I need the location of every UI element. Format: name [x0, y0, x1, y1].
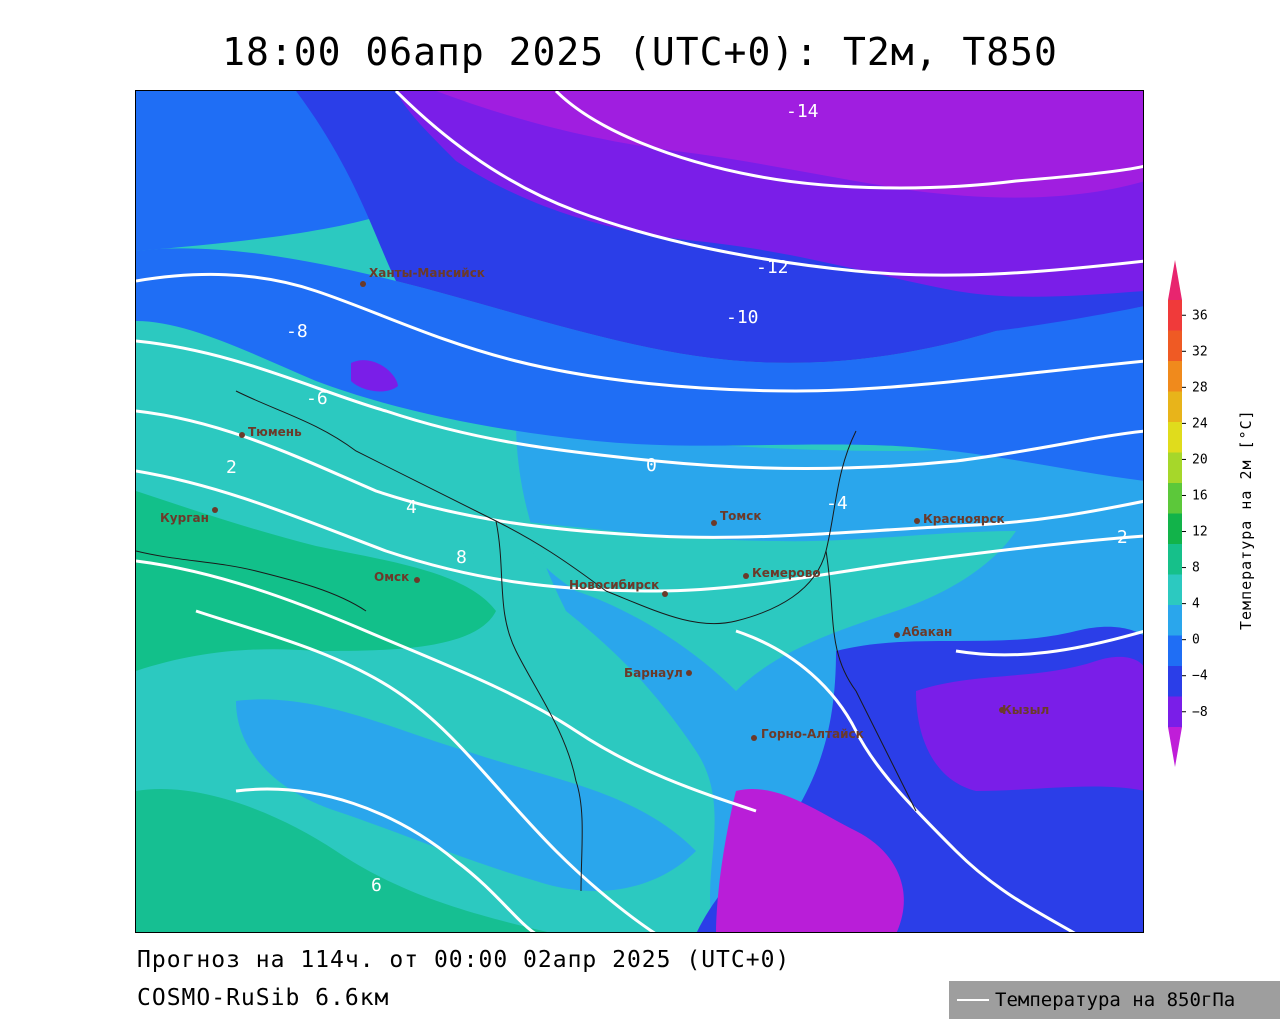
colorbar-tick-label: −8: [1192, 705, 1208, 720]
colorbar-tick-label: 12: [1192, 525, 1208, 540]
colorbar-band: [1168, 513, 1182, 545]
isotherm-label: 8: [456, 547, 467, 568]
isotherm-label: -10: [726, 307, 759, 328]
city-label: Барнаул: [624, 666, 683, 680]
city-label: Кызыл: [1002, 703, 1049, 717]
city-marker: [686, 670, 692, 676]
colorbar-tick-label: 20: [1192, 452, 1208, 467]
colorbar-tick-label: 32: [1192, 344, 1208, 359]
field-light-blue-south: [236, 699, 696, 891]
isotherm-label-group: -14 -12 -10 -8 -6 -4 -2 0 2 4 6 8: [226, 101, 1128, 896]
colorbar-band: [1168, 666, 1182, 697]
colorbar-band: [1168, 605, 1182, 636]
colorbar-band: [1168, 727, 1182, 767]
temperature-map: -14 -12 -10 -8 -6 -4 -2 0 2 4 6 8 Ханты-…: [135, 90, 1144, 933]
forecast-info: Прогноз на 114ч. от 00:00 02апр 2025 (UT…: [137, 947, 791, 973]
colorbar-band: [1168, 574, 1182, 606]
isotherm-label: -6: [306, 388, 328, 409]
city-label: Кемерово: [752, 566, 821, 580]
colorbar-tick-label: 0: [1192, 633, 1200, 648]
field-green-west: [136, 491, 496, 671]
field-magenta-southeast: [716, 789, 904, 932]
region-borders: [136, 390, 917, 892]
isoline-swatch: [957, 999, 989, 1001]
city-label: Томск: [720, 509, 762, 523]
city-marker: [212, 507, 218, 513]
colorbar: 36 32 28 24 20 16 12 8 4 0 −4 −8: [1160, 255, 1280, 775]
city-label: Ханты-Мансийск: [369, 266, 485, 280]
isoline-key: Температура на 850гПа: [949, 981, 1280, 1019]
city-marker: [914, 518, 920, 524]
colorbar-tick-label: 36: [1192, 308, 1208, 323]
city-label: Новосибирск: [569, 578, 659, 592]
colorbar-band: [1168, 330, 1182, 362]
colorbar-band: [1168, 483, 1182, 514]
isotherm-label: -8: [286, 321, 308, 342]
field-violet-blob: [351, 360, 398, 392]
isotherm-label: 6: [371, 875, 382, 896]
isotherm-label: 4: [406, 497, 417, 518]
city-label: Тюмень: [248, 425, 302, 439]
city-label: Абакан: [902, 625, 952, 639]
city-marker: [662, 591, 668, 597]
colorbar-tick-label: 16: [1192, 488, 1208, 503]
isoline-key-label: Температура на 850гПа: [995, 989, 1236, 1011]
city-marker: [414, 577, 420, 583]
isotherm-label: -4: [826, 493, 848, 514]
colorbar-tick-label: 28: [1192, 380, 1208, 395]
colorbar-ticks: 36 32 28 24 20 16 12 8 4 0 −4 −8: [1182, 308, 1208, 720]
city-marker: [239, 432, 245, 438]
city-marker: [711, 520, 717, 526]
city-label: Омск: [374, 570, 409, 584]
city-marker: [999, 707, 1005, 713]
colorbar-tick-label: 4: [1192, 597, 1200, 612]
colorbar-band: [1168, 696, 1182, 728]
colorbar-tick-label: 8: [1192, 561, 1200, 576]
colorbar-tick-label: 24: [1192, 416, 1208, 431]
isotherm-label: 2: [226, 457, 237, 478]
city-label: Курган: [160, 511, 209, 525]
model-info: COSMO-RuSib 6.6км: [137, 985, 390, 1011]
isotherm-label: -2: [1106, 527, 1128, 548]
isotherm-lines: [136, 91, 1143, 932]
colorbar-band: [1168, 422, 1182, 453]
colorbar-band: [1168, 635, 1182, 667]
colorbar-band: [1168, 361, 1182, 392]
colorbar-band: [1168, 260, 1182, 300]
field-magenta-north: [436, 91, 1143, 198]
city-label: Горно-Алтайск: [761, 727, 864, 741]
isotherm-label: 0: [646, 455, 657, 476]
field-green-south: [136, 789, 548, 932]
city-marker: [894, 632, 900, 638]
colorbar-title: Температура на 2м [°C]: [1237, 409, 1255, 630]
city-marker: [360, 281, 366, 287]
city-marker: [743, 573, 749, 579]
colorbar-band: [1168, 391, 1182, 423]
isotherm-label: -12: [756, 257, 789, 278]
colorbar-band: [1168, 300, 1182, 331]
city-marker: [751, 735, 757, 741]
isotherm-label: -14: [786, 101, 819, 122]
map-title: 18:00 06апр 2025 (UTC+0): T2м, T850: [222, 30, 1058, 74]
colorbar-tick-label: −4: [1192, 669, 1208, 684]
field-blue-band: [136, 248, 1143, 481]
colorbar-band: [1168, 544, 1182, 575]
city-label: Красноярск: [923, 512, 1005, 526]
colorbar-bands: [1168, 260, 1182, 767]
colorbar-band: [1168, 452, 1182, 484]
field-violet-southeast: [916, 656, 1143, 791]
city-group: Ханты-Мансийск Тюмень Курган Омск Новоси…: [160, 266, 1049, 741]
